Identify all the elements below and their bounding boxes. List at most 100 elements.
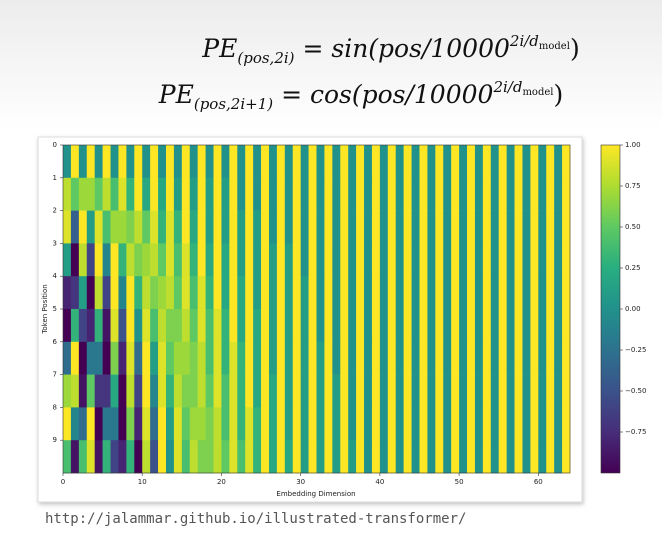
y-tick-label: 6 xyxy=(53,338,58,346)
heatmap-cell xyxy=(237,309,246,343)
heatmap-cell xyxy=(284,210,294,244)
heatmap-cell xyxy=(546,145,555,179)
heatmap-cell xyxy=(490,440,500,474)
heatmap-cell xyxy=(268,341,278,375)
heatmap-cell xyxy=(506,440,515,474)
heatmap-cell xyxy=(379,145,389,179)
heatmap-cell xyxy=(300,440,309,474)
y-tick-label: 8 xyxy=(53,403,57,411)
heatmap-cell xyxy=(395,440,404,474)
heatmap-cell xyxy=(292,407,301,441)
heatmap-cell xyxy=(118,243,127,277)
colorbar-tick-label: −0.50 xyxy=(625,387,646,395)
heatmap-cell xyxy=(348,440,357,474)
heatmap-cell xyxy=(197,145,206,179)
heatmap-cell xyxy=(530,177,539,211)
heatmap-cell xyxy=(308,309,317,343)
heatmap-cell xyxy=(435,276,444,310)
heatmap-cell xyxy=(268,210,278,244)
heatmap-cell xyxy=(126,309,135,343)
heatmap-cell xyxy=(102,210,111,244)
heatmap-cell xyxy=(300,210,309,244)
heatmap-cell xyxy=(276,407,286,441)
heatmap-cell xyxy=(340,210,349,244)
heatmap-cell xyxy=(158,145,167,179)
heatmap-cell xyxy=(173,407,183,441)
heatmap-cell xyxy=(221,177,230,211)
heatmap-cell xyxy=(165,374,175,408)
heatmap-cell xyxy=(237,341,246,375)
heatmap-cell xyxy=(110,407,119,441)
heatmap-cell xyxy=(292,440,301,474)
heatmap-cell xyxy=(467,276,476,310)
heatmap-cell xyxy=(498,276,507,310)
heatmap-cell xyxy=(189,145,198,179)
heatmap-cell xyxy=(474,374,484,408)
heatmap-cell xyxy=(229,210,238,244)
heatmap-cell xyxy=(411,440,420,474)
heatmap-cell xyxy=(78,407,88,441)
heatmap-cell xyxy=(340,341,349,375)
heatmap-cell xyxy=(142,243,151,277)
heatmap-cell xyxy=(324,177,333,211)
heatmap-cell xyxy=(403,341,412,375)
heatmap-cell xyxy=(110,243,119,277)
formula: PE(pos,2i+1) = cos(pos/100002i/dmodel) xyxy=(0,78,662,113)
heatmap-cell xyxy=(308,145,317,179)
heatmap-cell xyxy=(261,145,270,179)
heatmap-cell xyxy=(459,276,468,310)
heatmap-cell xyxy=(78,210,88,244)
heatmap-cell xyxy=(459,210,468,244)
heatmap-cell xyxy=(78,243,88,277)
heatmap-cell xyxy=(387,440,397,474)
heatmap-cell xyxy=(364,276,373,310)
heatmap-cell xyxy=(435,440,444,474)
heatmap-cell xyxy=(554,374,563,408)
heatmap-cell xyxy=(78,341,88,375)
heatmap-cell xyxy=(300,374,309,408)
heatmap-cell xyxy=(348,210,357,244)
heatmap-cell xyxy=(427,407,436,441)
y-tick-label: 5 xyxy=(53,305,57,313)
heatmap-cell xyxy=(261,374,270,408)
heatmap-cell xyxy=(356,341,365,375)
heatmap-cell xyxy=(562,177,571,211)
heatmap-cell xyxy=(427,210,436,244)
heatmap-cell xyxy=(229,407,238,441)
y-tick-label: 9 xyxy=(53,436,57,444)
colorbar-tick-label: 0.50 xyxy=(625,223,641,231)
heatmap-cell xyxy=(213,374,222,408)
heatmap-cell xyxy=(253,407,262,441)
heatmap-cell xyxy=(102,309,111,343)
heatmap-cell xyxy=(86,440,95,474)
heatmap-cell xyxy=(451,177,460,211)
heatmap-cell xyxy=(459,341,468,375)
formula-exp: 2i/d xyxy=(493,78,523,96)
heatmap-cell xyxy=(189,210,198,244)
heatmap-cell xyxy=(229,145,238,179)
heatmap-cell xyxy=(316,374,325,408)
heatmap-cell xyxy=(482,145,492,179)
heatmap-cell xyxy=(102,440,111,474)
heatmap-cell xyxy=(292,309,301,343)
heatmap-cell xyxy=(165,276,175,310)
heatmap-cell xyxy=(403,243,412,277)
heatmap-cell xyxy=(245,243,254,277)
heatmap-cell xyxy=(530,440,539,474)
heatmap-cell xyxy=(562,374,571,408)
heatmap-cell xyxy=(427,374,436,408)
heatmap-cell xyxy=(173,210,183,244)
heatmap-cell xyxy=(459,243,468,277)
heatmap-cell xyxy=(300,145,309,179)
heatmap-cell xyxy=(506,309,515,343)
heatmap-cell xyxy=(284,177,294,211)
heatmap-cell xyxy=(435,177,444,211)
heatmap-cell xyxy=(86,210,95,244)
heatmap-cell xyxy=(165,407,175,441)
heatmap-cell xyxy=(173,177,183,211)
heatmap-cell xyxy=(276,243,286,277)
heatmap-cell xyxy=(300,243,309,277)
heatmap-cell xyxy=(427,341,436,375)
heatmap-cell xyxy=(490,243,500,277)
